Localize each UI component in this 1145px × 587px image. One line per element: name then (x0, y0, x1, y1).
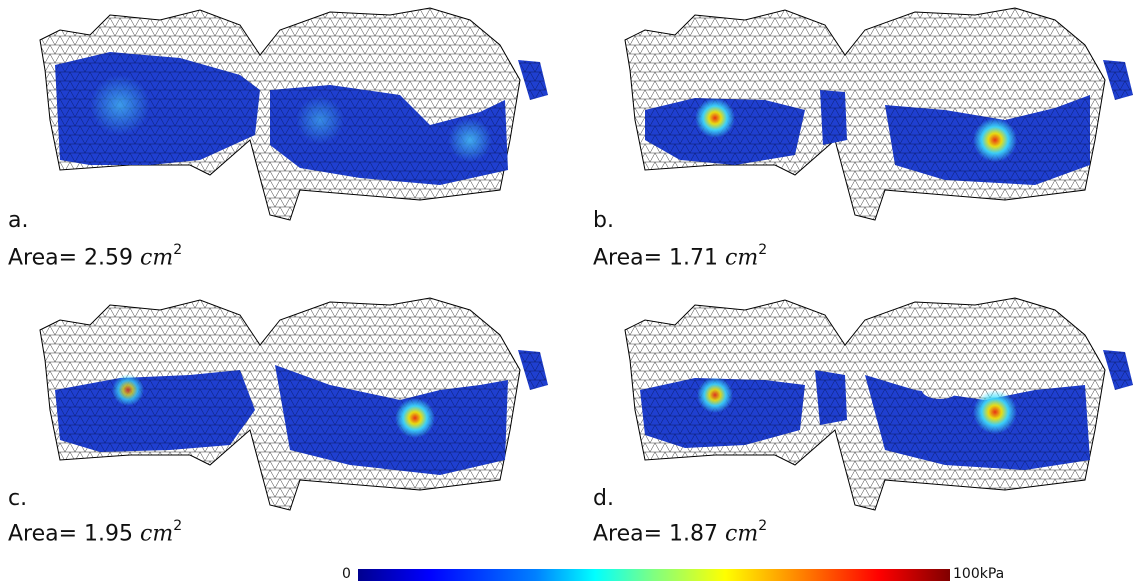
panel-a-label: a. (8, 208, 29, 233)
panel-d-area: Area= 1.87 cm2 (593, 518, 768, 547)
mesh-b (624, 7, 1133, 221)
area-value: Area= 1.87 (593, 521, 719, 547)
panel-d: d. Area= 1.87 cm2 (585, 290, 1145, 580)
area-unit: cm (725, 521, 759, 547)
area-exponent: 2 (758, 518, 768, 534)
area-unit: cm (140, 245, 174, 271)
colorbar (358, 569, 950, 581)
area-value: Area= 1.71 (593, 245, 719, 271)
colorbar-max-label: 100kPa (953, 566, 1005, 582)
area-value: Area= 1.95 (8, 521, 134, 547)
panel-c-area: Area= 1.95 cm2 (8, 518, 183, 547)
area-exponent: 2 (173, 242, 183, 258)
area-unit: cm (725, 245, 759, 271)
panel-a-area: Area= 2.59 cm2 (8, 242, 183, 271)
panel-c-label: c. (8, 486, 28, 511)
panel-b-area: Area= 1.71 cm2 (593, 242, 768, 271)
mesh-c (39, 297, 548, 511)
colorbar-min-label: 0 (342, 566, 351, 582)
area-exponent: 2 (173, 518, 183, 534)
mesh-a (39, 7, 548, 221)
panel-a: a. Area= 2.59 cm2 (0, 0, 560, 290)
panel-b: b. Area= 1.71 cm2 (585, 0, 1145, 290)
area-exponent: 2 (758, 242, 768, 258)
area-unit: cm (140, 521, 174, 547)
panel-b-label: b. (593, 208, 614, 233)
panel-c: c. Area= 1.95 cm2 (0, 290, 560, 580)
area-value: Area= 2.59 (8, 245, 134, 271)
mesh-d (624, 297, 1133, 511)
panel-d-label: d. (593, 486, 614, 511)
